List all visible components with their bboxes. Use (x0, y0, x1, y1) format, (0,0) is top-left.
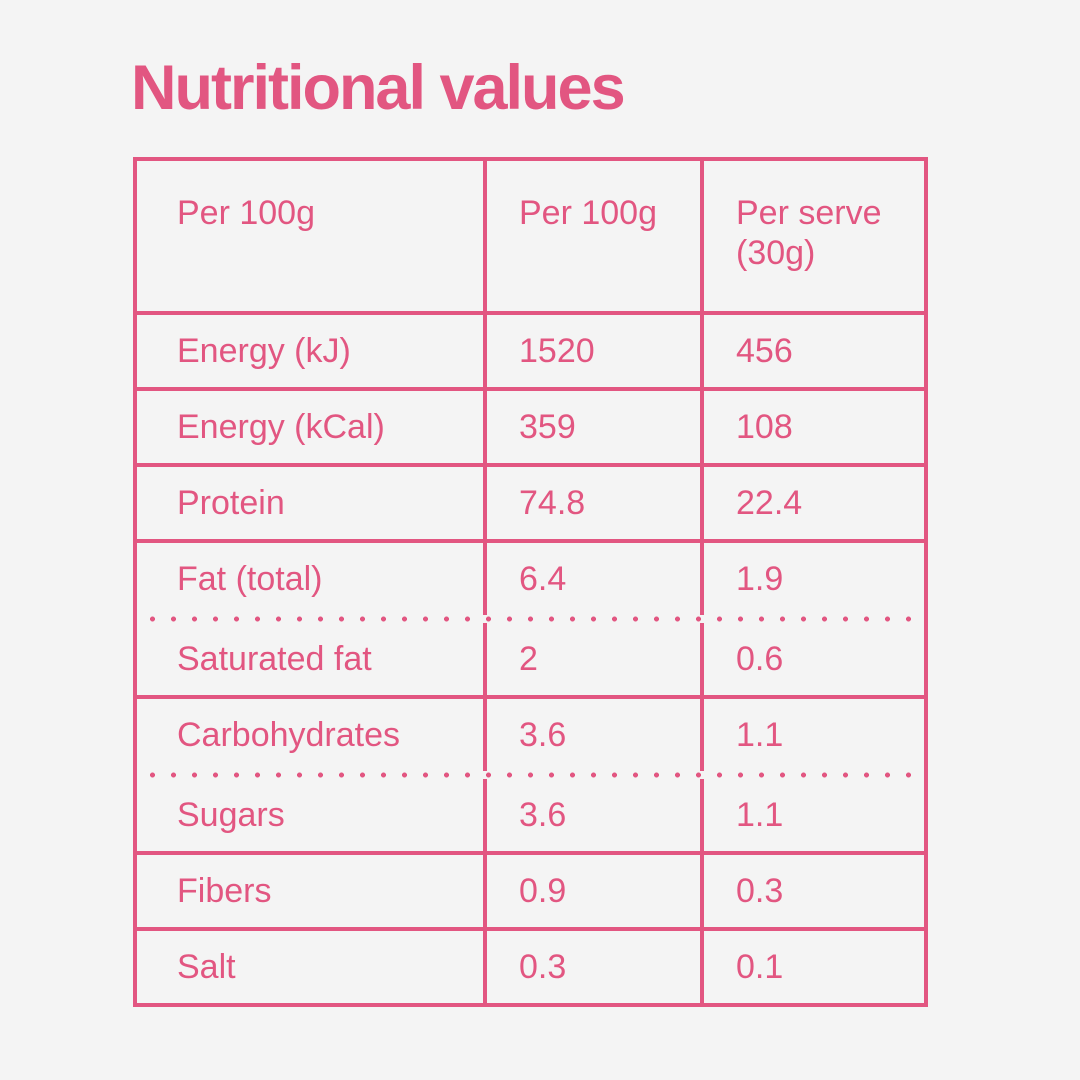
table-row-fibers: Fibers 0.9 0.3 (137, 851, 924, 927)
row-value-per-100g: 6.4 (483, 543, 700, 615)
row-value-per-100g: 2 (483, 623, 700, 695)
row-label: Sugars (177, 795, 285, 834)
row-label: Fat (total) (177, 559, 323, 598)
table-row-carbohydrates: Carbohydrates 3.6 1.1 (137, 699, 924, 771)
table-row-sugars: Sugars 3.6 1.1 (137, 779, 924, 851)
row-label: Energy (kJ) (177, 331, 351, 370)
header-cell-label: Per 100g (177, 194, 315, 232)
row-value-per-serve: 1.1 (700, 779, 924, 851)
row-value-per-100g: 1520 (483, 315, 700, 387)
row-value-per-100g: 3.6 (483, 699, 700, 771)
header-cell-per-100g: Per 100g (483, 161, 700, 311)
page-title: Nutritional values (131, 53, 626, 123)
dotted-divider (137, 615, 924, 623)
row-value-per-100g: 359 (483, 391, 700, 463)
row-value-per-serve: 1.1 (700, 699, 924, 771)
row-label: Fibers (177, 871, 272, 910)
row-label: Protein (177, 483, 285, 522)
row-value-per-100g: 3.6 (483, 779, 700, 851)
table-row-fat-total: Fat (total) 6.4 1.9 (137, 543, 924, 615)
table-group-fat: Fat (total) 6.4 1.9 Saturated fat 2 0.6 (137, 539, 924, 695)
table-row-salt: Salt 0.3 0.1 (137, 927, 924, 1003)
row-value-per-serve: 22.4 (700, 467, 924, 539)
row-label: Salt (177, 947, 236, 986)
row-value-per-100g: 0.9 (483, 855, 700, 927)
row-label: Carbohydrates (177, 715, 401, 754)
table-header-row: Per 100g Per 100g Per serve (30g) (137, 161, 924, 311)
dotted-divider (137, 771, 924, 779)
table-row-energy-kj: Energy (kJ) 1520 456 (137, 311, 924, 387)
row-value-per-serve: 108 (700, 391, 924, 463)
row-value-per-serve: 0.6 (700, 623, 924, 695)
row-label: Saturated fat (177, 639, 372, 678)
table-row-energy-kcal: Energy (kCal) 359 108 (137, 387, 924, 463)
row-value-per-serve: 0.1 (700, 931, 924, 1003)
row-value-per-100g: 0.3 (483, 931, 700, 1003)
table-row-saturated-fat: Saturated fat 2 0.6 (137, 623, 924, 695)
row-label: Energy (kCal) (177, 407, 385, 446)
table-group-carbohydrates: Carbohydrates 3.6 1.1 Sugars 3.6 1.1 (137, 695, 924, 851)
row-value-per-serve: 1.9 (700, 543, 924, 615)
nutrition-table: Per 100g Per 100g Per serve (30g) Energy… (133, 157, 928, 1007)
row-value-per-serve: 456 (700, 315, 924, 387)
table-row-protein: Protein 74.8 22.4 (137, 463, 924, 539)
header-cell-per-serve: Per serve (30g) (700, 161, 924, 311)
row-value-per-100g: 74.8 (483, 467, 700, 539)
row-value-per-serve: 0.3 (700, 855, 924, 927)
